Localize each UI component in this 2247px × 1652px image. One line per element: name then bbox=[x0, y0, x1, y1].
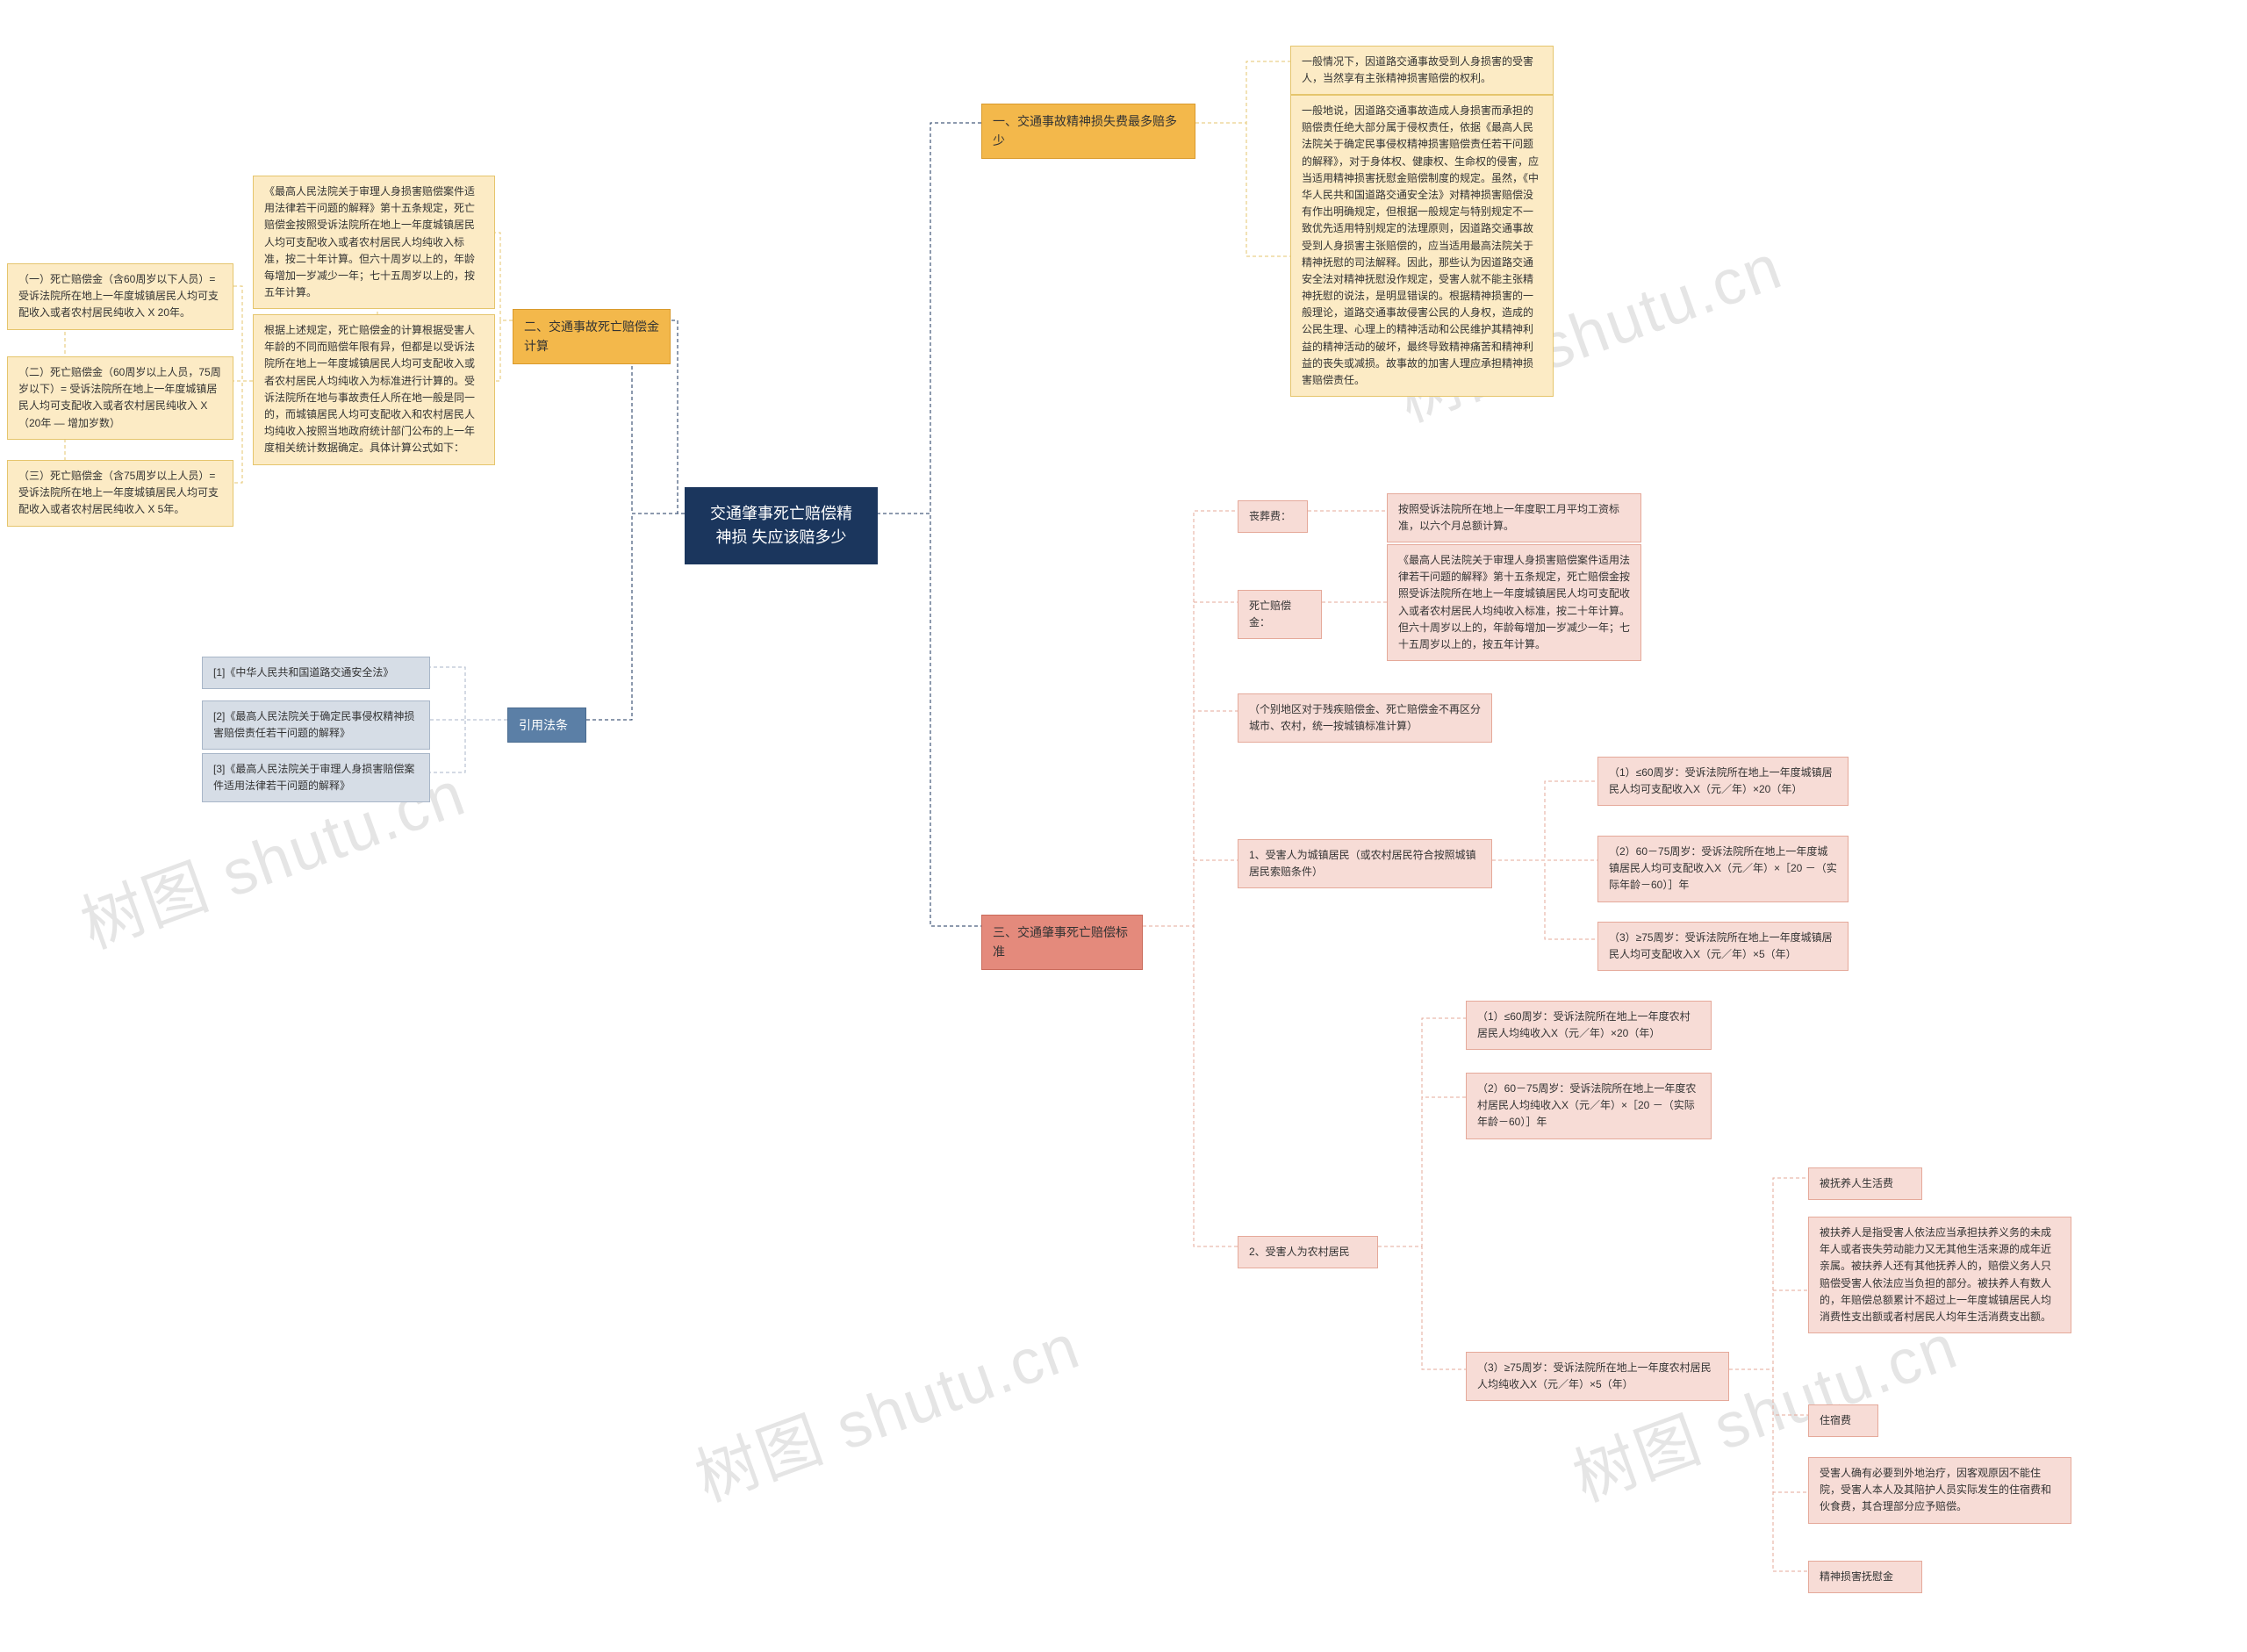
section-3-r2-label: 死亡赔偿金： bbox=[1238, 590, 1322, 639]
section-3-r2-text: 《最高人民法院关于审理人身损害赔偿案件适用法律若干问题的解释》第十五条规定，死亡… bbox=[1387, 544, 1641, 661]
section-3-urban-b: （2）60－75周岁：受诉法院所在地上一年度城镇居民人均可支配收入X（元／年）×… bbox=[1597, 836, 1849, 902]
section-4-item: [1]《中华人民共和国道路交通安全法》 bbox=[202, 657, 430, 689]
section-1-item: 一般情况下，因道路交通事故受到人身损害的受害人，当然享有主张精神损害赔偿的权利。 bbox=[1290, 46, 1554, 95]
section-3-rural-title: 2、受害人为农村居民 bbox=[1238, 1236, 1378, 1268]
section-2-item: 根据上述规定，死亡赔偿金的计算根据受害人年龄的不同而赔偿年限有异，但都是以受诉法… bbox=[253, 314, 495, 465]
section-3-rural-c: （3）≥75周岁：受诉法院所在地上一年度农村居民人均纯收入X（元／年）×5（年） bbox=[1466, 1352, 1729, 1401]
section-2-title: 二、交通事故死亡赔偿金计算 bbox=[513, 309, 671, 364]
section-3-rural-d3: 住宿费 bbox=[1808, 1404, 1878, 1437]
section-2-item: 《最高人民法院关于审理人身损害赔偿案件适用法律若干问题的解释》第十五条规定，死亡… bbox=[253, 176, 495, 309]
section-3-r1-text: 按照受诉法院所在地上一年度职工月平均工资标准，以六个月总额计算。 bbox=[1387, 493, 1641, 542]
section-3-r3: （个别地区对于残疾赔偿金、死亡赔偿金不再区分城市、农村，统一按城镇标准计算） bbox=[1238, 693, 1492, 743]
section-4-item: [2]《最高人民法院关于确定民事侵权精神损害赔偿责任若干问题的解释》 bbox=[202, 700, 430, 750]
section-4-title: 引用法条 bbox=[507, 707, 586, 743]
section-4-item: [3]《最高人民法院关于审理人身损害赔偿案件适用法律若干问题的解释》 bbox=[202, 753, 430, 802]
section-3-rural-a: （1）≤60周岁：受诉法院所在地上一年度农村居民人均纯收入X（元／年）×20（年… bbox=[1466, 1001, 1712, 1050]
section-3-rural-d5: 精神损害抚慰金 bbox=[1808, 1561, 1922, 1593]
section-3-urban-a: （1）≤60周岁：受诉法院所在地上一年度城镇居民人均可支配收入X（元／年）×20… bbox=[1597, 757, 1849, 806]
section-2-sub: （一）死亡赔偿金（含60周岁以下人员）=受诉法院所在地上一年度城镇居民人均可支配… bbox=[7, 263, 233, 330]
section-3-rural-d4: 受害人确有必要到外地治疗，因客观原因不能住院，受害人本人及其陪护人员实际发生的住… bbox=[1808, 1457, 2071, 1524]
section-1-item: 一般地说，因道路交通事故造成人身损害而承担的赔偿责任绝大部分属于侵权责任，依据《… bbox=[1290, 95, 1554, 397]
section-3-rural-d2: 被扶养人是指受害人依法应当承担扶养义务的未成年人或者丧失劳动能力又无其他生活来源… bbox=[1808, 1217, 2071, 1333]
section-2-sub: （二）死亡赔偿金（60周岁以上人员，75周岁以下）= 受诉法院所在地上一年度城镇… bbox=[7, 356, 233, 440]
section-3-urban-title: 1、受害人为城镇居民（或农村居民符合按照城镇居民索赔条件） bbox=[1238, 839, 1492, 888]
watermark: 树图 shutu.cn bbox=[681, 1295, 1090, 1519]
section-3-r1-label: 丧葬费： bbox=[1238, 500, 1308, 533]
section-3-rural-b: （2）60－75周岁：受诉法院所在地上一年度农村居民人均纯收入X（元／年）×［2… bbox=[1466, 1073, 1712, 1139]
root-node: 交通肇事死亡赔偿精神损 失应该赔多少 bbox=[685, 487, 878, 564]
section-2-sub: （三）死亡赔偿金（含75周岁以上人员）= 受诉法院所在地上一年度城镇居民人均可支… bbox=[7, 460, 233, 527]
section-3-title: 三、交通肇事死亡赔偿标准 bbox=[981, 915, 1143, 970]
section-3-rural-d1: 被抚养人生活费 bbox=[1808, 1167, 1922, 1200]
section-1-title: 一、交通事故精神损失费最多赔多 少 bbox=[981, 104, 1195, 159]
section-3-urban-c: （3）≥75周岁：受诉法院所在地上一年度城镇居民人均可支配收入X（元／年）×5（… bbox=[1597, 922, 1849, 971]
